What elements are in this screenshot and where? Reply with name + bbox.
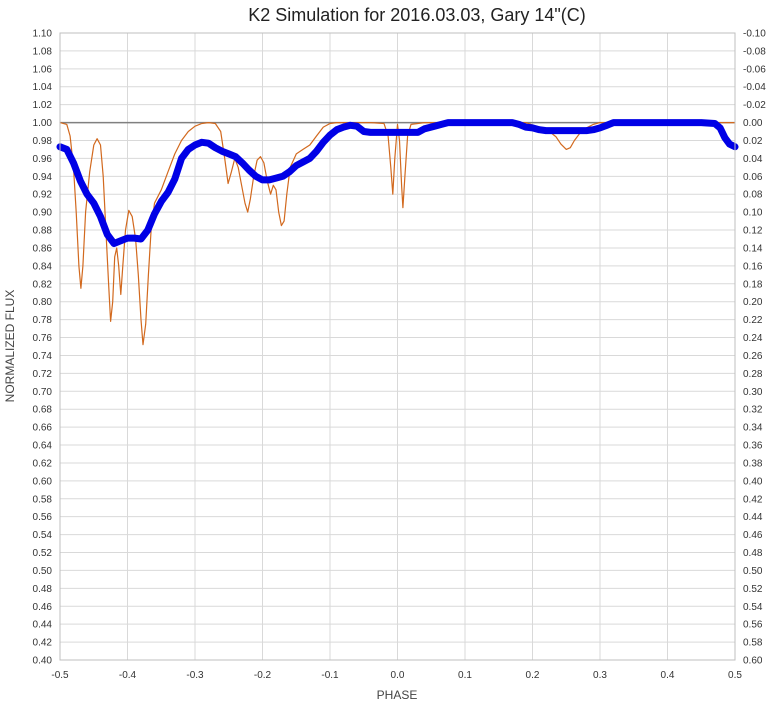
x-tick-label: 0.2 [526, 670, 540, 681]
y-tick-label: 0.96 [33, 154, 53, 165]
x-tick-label: -0.3 [186, 670, 204, 681]
y-tick-label: 1.06 [33, 64, 53, 75]
y-tick-label: 0.50 [33, 566, 53, 577]
x-tick-label: 0.1 [458, 670, 472, 681]
y2-tick-label: 0.56 [743, 620, 763, 631]
x-tick-label: -0.4 [119, 670, 137, 681]
y-tick-label: 0.76 [33, 333, 53, 344]
tick-label-layer: 0.40 0.42 0.44 0.46 0.48 0.50 0.52 0.54 0.56 0.58… [33, 29, 767, 682]
y-axis-label: NORMALIZED FLUX [3, 290, 17, 403]
y-tick-label: 0.90 [33, 208, 53, 219]
y2-tick-label: 0.32 [743, 405, 763, 416]
y-tick-label: 0.84 [33, 261, 53, 272]
frame-layer [59, 32, 736, 661]
y2-tick-label: 0.26 [743, 351, 763, 362]
y-tick-label: 0.78 [33, 315, 53, 326]
x-tick-label: 0.4 [661, 670, 675, 681]
series-line-orange [59, 121, 736, 346]
y-tick-label: 0.60 [33, 476, 53, 487]
y-tick-label: 0.68 [33, 405, 53, 416]
y2-tick-label: -0.02 [743, 100, 766, 111]
y2-tick-label: 0.30 [743, 387, 763, 398]
y2-tick-label: 0.20 [743, 297, 763, 308]
y2-tick-label: 0.14 [743, 243, 763, 254]
y2-tick-label: 0.22 [743, 315, 763, 326]
y-tick-label: 1.04 [33, 82, 53, 93]
y2-tick-label: 0.40 [743, 476, 763, 487]
y2-tick-label: 0.34 [743, 423, 763, 434]
x-tick-label: 0.5 [728, 670, 742, 681]
y2-tick-label: 0.06 [743, 172, 763, 183]
y2-tick-label: 0.24 [743, 333, 763, 344]
y-tick-label: 0.66 [33, 423, 53, 434]
y2-tick-label: 0.60 [743, 656, 763, 667]
y2-tick-label: 0.08 [743, 190, 763, 201]
y2-tick-label: 0.00 [743, 118, 763, 129]
y-tick-label: 0.62 [33, 458, 53, 469]
y-tick-label: 0.54 [33, 530, 53, 541]
y-tick-label: 0.86 [33, 243, 53, 254]
y-tick-label: 0.46 [33, 602, 53, 613]
y-tick-label: 1.00 [33, 118, 53, 129]
y-tick-label: 0.58 [33, 494, 53, 505]
y2-tick-label: 0.12 [743, 226, 763, 237]
y-tick-label: 0.44 [33, 620, 53, 631]
y2-tick-label: -0.10 [743, 29, 766, 40]
x-tick-label: -0.2 [254, 670, 272, 681]
series-layer [56, 119, 739, 346]
y2-tick-label: 0.46 [743, 530, 763, 541]
y2-tick-label: -0.06 [743, 64, 766, 75]
y-tick-label: 0.98 [33, 136, 53, 147]
y2-tick-label: 0.16 [743, 261, 763, 272]
plot-frame [59, 32, 736, 661]
y-tick-label: 0.74 [33, 351, 53, 362]
y-tick-label: 0.56 [33, 512, 53, 523]
y2-tick-label: 0.28 [743, 369, 763, 380]
y2-tick-label: 0.44 [743, 512, 763, 523]
y2-tick-label: -0.08 [743, 46, 766, 57]
y-tick-label: 0.40 [33, 656, 53, 667]
y-tick-label: 0.70 [33, 387, 53, 398]
y-tick-label: 0.82 [33, 279, 53, 290]
y-tick-label: 0.72 [33, 369, 53, 380]
y-tick-label: 0.88 [33, 226, 53, 237]
y-tick-label: 0.64 [33, 441, 53, 452]
y-tick-label: 1.02 [33, 100, 53, 111]
series-line-blue [56, 119, 739, 247]
y2-tick-label: 0.04 [743, 154, 763, 165]
y2-tick-label: 0.42 [743, 494, 763, 505]
y2-tick-label: 0.54 [743, 602, 763, 613]
chart-title: K2 Simulation for 2016.03.03, Gary 14"(C… [248, 5, 586, 25]
y2-tick-label: 0.48 [743, 548, 763, 559]
x-tick-label: -0.1 [321, 670, 339, 681]
y-tick-label: 0.94 [33, 172, 53, 183]
y2-tick-label: 0.38 [743, 458, 763, 469]
x-tick-label: 0.0 [391, 670, 405, 681]
y2-tick-label: 0.36 [743, 441, 763, 452]
y-tick-label: 0.48 [33, 584, 53, 595]
y-tick-label: 0.52 [33, 548, 53, 559]
x-tick-label: 0.3 [593, 670, 607, 681]
y2-tick-label: -0.04 [743, 82, 766, 93]
y2-tick-label: 0.52 [743, 584, 763, 595]
y-tick-label: 0.80 [33, 297, 53, 308]
y-tick-label: 0.92 [33, 190, 53, 201]
y2-tick-label: 0.50 [743, 566, 763, 577]
x-tick-label: -0.5 [51, 670, 69, 681]
y2-tick-label: 0.18 [743, 279, 763, 290]
y2-tick-label: 0.58 [743, 638, 763, 649]
y-tick-label: 1.08 [33, 46, 53, 57]
y2-tick-label: 0.02 [743, 136, 763, 147]
y-tick-label: 1.10 [33, 29, 53, 40]
y2-tick-label: 0.10 [743, 208, 763, 219]
x-axis-label: PHASE [377, 688, 418, 702]
y-tick-label: 0.42 [33, 638, 53, 649]
